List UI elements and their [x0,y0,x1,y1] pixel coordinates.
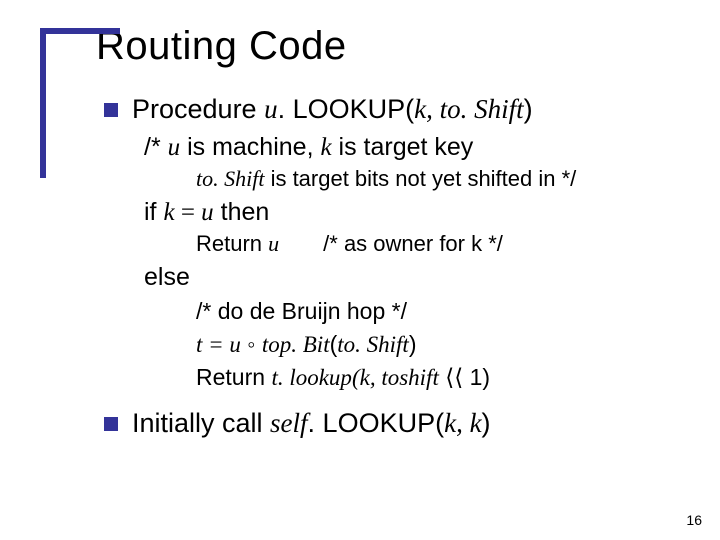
text: ) [409,331,417,357]
text: ( [352,365,360,390]
line-else: else [144,261,680,294]
line-comment-2: to. Shift is target bits not yet shifted… [196,164,680,194]
var-toshift: toshift [381,365,439,390]
line-t-assign: t = u ◦ top. Bit(to. Shift) [196,329,680,360]
line-return-2: Return t. lookup(k, toshift ⟨⟨ 1) [196,362,680,393]
text: ) [482,408,491,438]
var-k: k [470,408,482,438]
var-toshift: to. Shift [337,332,409,357]
var-u: u [268,231,279,256]
text: ) [524,94,533,124]
func-lookup: lookup [289,365,352,390]
text: is machine, [180,133,320,161]
bullet-icon [104,417,118,431]
line-comment-1: /* u is machine, k is target key [144,131,680,165]
comment: /* as owner for k */ [323,231,503,256]
var-u: u [168,134,181,161]
text: ⟨⟨ 1) [439,364,490,390]
text: , [456,408,470,438]
text: Return [196,231,268,256]
text: = [175,199,202,226]
func-topbit: top. Bit [262,332,330,357]
slide: Routing Code Procedure u. LOOKUP(k, to. … [0,0,720,540]
text: /* [144,133,168,161]
bullet-2: Initially call self. LOOKUP(k, k) [104,407,680,441]
bullet-2-text: Initially call self. LOOKUP(k, k) [132,407,491,441]
line-return-1: Return u /* as owner for k */ [196,229,680,259]
text: else [144,263,190,291]
text: , [426,94,440,124]
text: is target bits not yet shifted in */ [264,166,576,191]
text: Initially call [132,408,270,438]
var-k: k [360,365,370,390]
accent-bar-side [40,28,46,178]
var-u: u [264,94,278,124]
text: . LOOKUP( [308,408,445,438]
text: then [214,198,270,226]
bullet-icon [104,103,118,117]
var-u: u [201,199,214,226]
page-number: 16 [686,512,702,528]
var-k: k [414,94,426,124]
var-k: k [320,134,331,161]
text: Return [196,364,271,390]
var-k: k [163,199,174,226]
line-comment-3: /* do de Bruijn hop */ [196,296,680,327]
text: = [202,332,229,357]
text: ◦ [241,331,262,357]
text: . LOOKUP( [278,94,415,124]
var-k: k [444,408,456,438]
bullet-1-text: Procedure u. LOOKUP(k, to. Shift) [132,93,533,127]
var-toshift: to. Shift [440,94,524,124]
var-self: self [270,408,308,438]
var-u: u [229,332,241,357]
slide-body: Procedure u. LOOKUP(k, to. Shift) /* u i… [104,93,680,441]
text: is target key [332,133,474,161]
text: Procedure [132,94,264,124]
slide-title: Routing Code [96,24,680,69]
line-if: if k = u then [144,196,680,230]
text: . [278,365,290,390]
text: , [370,365,382,390]
text: if [144,198,163,226]
var-toshift: to. Shift [196,166,264,191]
bullet-1: Procedure u. LOOKUP(k, to. Shift) [104,93,680,127]
gap [279,231,323,256]
accent-bar-top [40,28,120,34]
text: /* do de Bruijn hop */ [196,298,407,324]
